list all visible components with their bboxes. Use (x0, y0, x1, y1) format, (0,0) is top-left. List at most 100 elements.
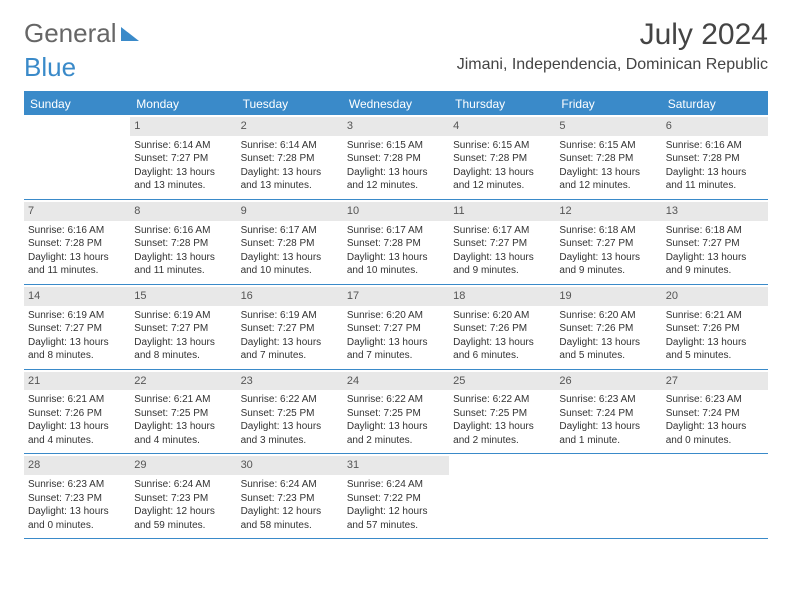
sunset-text: Sunset: 7:23 PM (28, 492, 126, 506)
sunset-text: Sunset: 7:28 PM (666, 152, 764, 166)
sunset-text: Sunset: 7:26 PM (559, 322, 657, 336)
daylight-text: Daylight: 13 hours and 9 minutes. (666, 251, 764, 278)
day-cell: 3Sunrise: 6:15 AMSunset: 7:28 PMDaylight… (343, 115, 449, 199)
sunset-text: Sunset: 7:23 PM (134, 492, 232, 506)
week-row: 7Sunrise: 6:16 AMSunset: 7:28 PMDaylight… (24, 200, 768, 285)
sunrise-text: Sunrise: 6:20 AM (347, 309, 445, 323)
title-block: July 2024 Jimani, Independencia, Dominic… (457, 18, 768, 74)
sunset-text: Sunset: 7:28 PM (134, 237, 232, 251)
sunrise-text: Sunrise: 6:17 AM (241, 224, 339, 238)
daylight-text: Daylight: 13 hours and 10 minutes. (347, 251, 445, 278)
day-cell: 6Sunrise: 6:16 AMSunset: 7:28 PMDaylight… (662, 115, 768, 199)
daylight-text: Daylight: 13 hours and 2 minutes. (347, 420, 445, 447)
sunrise-text: Sunrise: 6:22 AM (241, 393, 339, 407)
day-number: 25 (449, 372, 555, 391)
daylight-text: Daylight: 13 hours and 13 minutes. (241, 166, 339, 193)
daylight-text: Daylight: 13 hours and 5 minutes. (666, 336, 764, 363)
daylight-text: Daylight: 13 hours and 13 minutes. (134, 166, 232, 193)
day-cell: 14 Sunrise: 6:19 AMSunset: 7:27 PMDayligh… (24, 285, 130, 369)
sunrise-text: Sunrise: 6:24 AM (241, 478, 339, 492)
sunset-text: Sunset: 7:27 PM (559, 237, 657, 251)
day-number: 13 (662, 202, 768, 221)
triangle-icon (121, 27, 139, 41)
sunrise-text: Sunrise: 6:21 AM (28, 393, 126, 407)
daylight-text: Daylight: 13 hours and 4 minutes. (28, 420, 126, 447)
day-cell: 12Sunrise: 6:18 AMSunset: 7:27 PMDayligh… (555, 200, 661, 284)
day-number: 9 (237, 202, 343, 221)
sunrise-text: Sunrise: 6:20 AM (559, 309, 657, 323)
sunset-text: Sunset: 7:27 PM (666, 237, 764, 251)
day-cell: 25Sunrise: 6:22 AMSunset: 7:25 PMDayligh… (449, 370, 555, 454)
day-cell: 23Sunrise: 6:22 AMSunset: 7:25 PMDayligh… (237, 370, 343, 454)
day-cell: 7Sunrise: 6:16 AMSunset: 7:28 PMDaylight… (24, 200, 130, 284)
daylight-text: Daylight: 13 hours and 12 minutes. (559, 166, 657, 193)
day-cell: 31Sunrise: 6:24 AMSunset: 7:22 PMDayligh… (343, 454, 449, 538)
sunset-text: Sunset: 7:24 PM (666, 407, 764, 421)
day-number: 17 (343, 287, 449, 306)
month-title: July 2024 (457, 18, 768, 52)
day-header-row: Sunday Monday Tuesday Wednesday Thursday… (24, 93, 768, 115)
day-cell: 30Sunrise: 6:24 AMSunset: 7:23 PMDayligh… (237, 454, 343, 538)
daylight-text: Daylight: 13 hours and 2 minutes. (453, 420, 551, 447)
sunrise-text: Sunrise: 6:23 AM (666, 393, 764, 407)
daylight-text: Daylight: 13 hours and 7 minutes. (347, 336, 445, 363)
day-number: 14 (24, 287, 130, 306)
day-cell: 9Sunrise: 6:17 AMSunset: 7:28 PMDaylight… (237, 200, 343, 284)
day-number: 30 (237, 456, 343, 475)
day-cell: 27Sunrise: 6:23 AMSunset: 7:24 PMDayligh… (662, 370, 768, 454)
day-number: 11 (449, 202, 555, 221)
day-cell: 19Sunrise: 6:20 AMSunset: 7:26 PMDayligh… (555, 285, 661, 369)
day-cell: 28Sunrise: 6:23 AMSunset: 7:23 PMDayligh… (24, 454, 130, 538)
week-row: 1Sunrise: 6:14 AMSunset: 7:27 PMDaylight… (24, 115, 768, 200)
sunset-text: Sunset: 7:28 PM (559, 152, 657, 166)
daylight-text: Daylight: 13 hours and 11 minutes. (666, 166, 764, 193)
day-cell: 4Sunrise: 6:15 AMSunset: 7:28 PMDaylight… (449, 115, 555, 199)
sunrise-text: Sunrise: 6:23 AM (559, 393, 657, 407)
daylight-text: Daylight: 13 hours and 7 minutes. (241, 336, 339, 363)
location: Jimani, Independencia, Dominican Republi… (457, 56, 768, 74)
daylight-text: Daylight: 13 hours and 8 minutes. (134, 336, 232, 363)
logo: General (24, 18, 141, 49)
sunset-text: Sunset: 7:26 PM (28, 407, 126, 421)
logo-text-blue: Blue (24, 52, 76, 83)
calendar: Sunday Monday Tuesday Wednesday Thursday… (24, 91, 768, 539)
sunset-text: Sunset: 7:26 PM (453, 322, 551, 336)
day-number: 20 (662, 287, 768, 306)
sunrise-text: Sunrise: 6:16 AM (134, 224, 232, 238)
sunset-text: Sunset: 7:27 PM (241, 322, 339, 336)
sunrise-text: Sunrise: 6:15 AM (453, 139, 551, 153)
day-number: 28 (24, 456, 130, 475)
sunrise-text: Sunrise: 6:20 AM (453, 309, 551, 323)
day-cell: 21Sunrise: 6:21 AMSunset: 7:26 PMDayligh… (24, 370, 130, 454)
sunset-text: Sunset: 7:27 PM (453, 237, 551, 251)
day-cell: 13Sunrise: 6:18 AMSunset: 7:27 PMDayligh… (662, 200, 768, 284)
sunrise-text: Sunrise: 6:24 AM (347, 478, 445, 492)
sunrise-text: Sunrise: 6:19 AM (28, 309, 126, 323)
sunrise-text: Sunrise: 6:15 AM (347, 139, 445, 153)
sunset-text: Sunset: 7:27 PM (28, 322, 126, 336)
week-row: 28Sunrise: 6:23 AMSunset: 7:23 PMDayligh… (24, 454, 768, 539)
sunrise-text: Sunrise: 6:21 AM (666, 309, 764, 323)
sunrise-text: Sunrise: 6:22 AM (347, 393, 445, 407)
daylight-text: Daylight: 13 hours and 8 minutes. (28, 336, 126, 363)
day-cell (555, 454, 661, 538)
sunset-text: Sunset: 7:27 PM (134, 152, 232, 166)
day-cell: 26Sunrise: 6:23 AMSunset: 7:24 PMDayligh… (555, 370, 661, 454)
sunset-text: Sunset: 7:25 PM (347, 407, 445, 421)
day-cell: 22Sunrise: 6:21 AMSunset: 7:25 PMDayligh… (130, 370, 236, 454)
daylight-text: Daylight: 12 hours and 59 minutes. (134, 505, 232, 532)
daylight-text: Daylight: 13 hours and 0 minutes. (666, 420, 764, 447)
sunrise-text: Sunrise: 6:22 AM (453, 393, 551, 407)
day-number: 12 (555, 202, 661, 221)
day-number: 8 (130, 202, 236, 221)
sunset-text: Sunset: 7:28 PM (347, 237, 445, 251)
day-header: Thursday (449, 93, 555, 115)
day-number: 16 (237, 287, 343, 306)
sunset-text: Sunset: 7:27 PM (347, 322, 445, 336)
day-cell: 16Sunrise: 6:19 AMSunset: 7:27 PMDayligh… (237, 285, 343, 369)
sunset-text: Sunset: 7:28 PM (347, 152, 445, 166)
day-number: 1 (130, 117, 236, 136)
daylight-text: Daylight: 13 hours and 0 minutes. (28, 505, 126, 532)
sunrise-text: Sunrise: 6:17 AM (453, 224, 551, 238)
daylight-text: Daylight: 13 hours and 11 minutes. (28, 251, 126, 278)
